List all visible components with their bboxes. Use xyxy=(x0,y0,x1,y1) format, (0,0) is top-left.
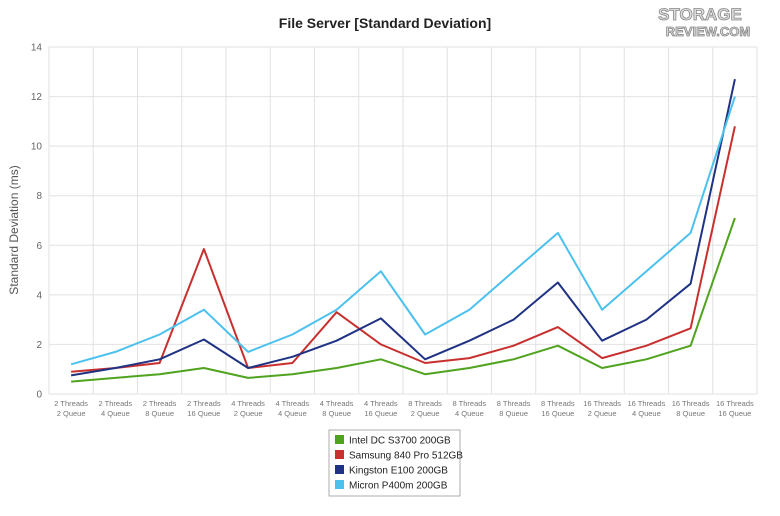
y-tick-label: 8 xyxy=(36,191,42,202)
series-line xyxy=(71,217,736,383)
y-axis-ticks: 0 2 4 6 8 10 12 14 xyxy=(31,43,43,401)
series-line xyxy=(70,96,736,366)
legend: Intel DC S3700 200GB Samsung 840 Pro 512G… xyxy=(328,429,463,497)
legend-label: Kingston E100 200GB xyxy=(349,466,448,477)
legend-label: Samsung 840 Pro 512GB xyxy=(349,451,463,462)
x-tick-label: 8 Threads 16 Queue xyxy=(541,399,575,418)
legend-box xyxy=(328,429,461,497)
x-axis-ticks: 2 Threads 2 Queue 2 Threads 4 Queue 2 Thread… xyxy=(54,399,754,418)
storagereview-logo: STORAGE REVIEW.COM xyxy=(658,5,751,40)
legend-label: Intel DC S3700 200GB xyxy=(349,436,451,447)
x-tick-label: 8 Threads 8 Queue xyxy=(497,399,531,418)
x-tick-label: 2 Threads 16 Queue xyxy=(187,399,221,418)
legend-swatch xyxy=(335,465,344,474)
y-tick-label: 0 xyxy=(36,390,42,401)
legend-swatch xyxy=(335,435,344,444)
y-tick-label: 2 xyxy=(36,340,42,351)
x-tick-label: 4 Threads 2 Queue xyxy=(231,399,265,418)
y-tick-label: 14 xyxy=(31,43,43,54)
x-tick-label: 16 Threads 2 Queue xyxy=(583,399,621,418)
chart-title: File Server [Standard Deviation] xyxy=(279,15,491,31)
gridlines xyxy=(48,46,758,395)
legend-label: Micron P400m 200GB xyxy=(349,481,448,492)
series-line xyxy=(70,78,736,377)
legend-swatch xyxy=(335,480,344,489)
x-tick-label: 4 Threads 4 Queue xyxy=(276,399,310,418)
x-tick-label: 2 Threads 2 Queue xyxy=(54,399,88,418)
y-tick-label: 10 xyxy=(31,142,43,153)
legend-swatch xyxy=(335,450,344,459)
y-tick-label: 4 xyxy=(36,290,42,301)
y-axis-label: Standard Deviation (ms) xyxy=(7,165,21,294)
y-tick-label: 6 xyxy=(36,241,42,252)
x-tick-label: 16 Threads 8 Queue xyxy=(672,399,710,418)
x-tick-label: 16 Threads 16 Queue xyxy=(716,399,754,418)
x-tick-label: 4 Threads 16 Queue xyxy=(364,399,398,418)
x-tick-label: 8 Threads 4 Queue xyxy=(453,399,487,418)
y-tick-label: 12 xyxy=(31,92,43,103)
x-tick-label: 4 Threads 8 Queue xyxy=(320,399,354,418)
x-tick-label: 8 Threads 2 Queue xyxy=(408,399,442,418)
logo-line-2: REVIEW.COM xyxy=(666,24,751,39)
x-tick-label: 2 Threads 4 Queue xyxy=(99,399,133,418)
series-line xyxy=(71,126,736,373)
x-tick-label: 16 Threads 4 Queue xyxy=(627,399,665,418)
series-lines xyxy=(70,78,736,383)
logo-line-1: STORAGE xyxy=(658,5,742,24)
x-tick-label: 2 Threads 8 Queue xyxy=(143,399,177,418)
